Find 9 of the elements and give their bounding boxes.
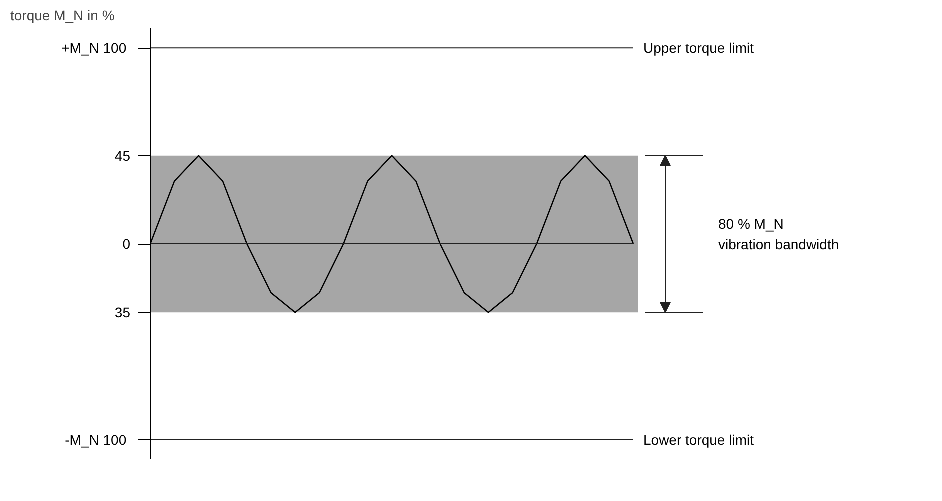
y-tick-label: 35 <box>114 304 131 321</box>
y-tick-label: -M_N 100 <box>65 432 127 448</box>
ref-line-label: Upper torque limit <box>644 40 754 56</box>
y-tick-label: 0 <box>122 236 131 252</box>
text: 80 % M_N vibration bandwidth <box>718 216 840 253</box>
y-tick-label: 45 <box>114 148 131 164</box>
y-axis-title: torque M_N in % <box>10 8 115 24</box>
y-tick-label: +M_N 100 <box>62 40 127 56</box>
ref-line-label: Lower torque limit <box>644 432 754 448</box>
